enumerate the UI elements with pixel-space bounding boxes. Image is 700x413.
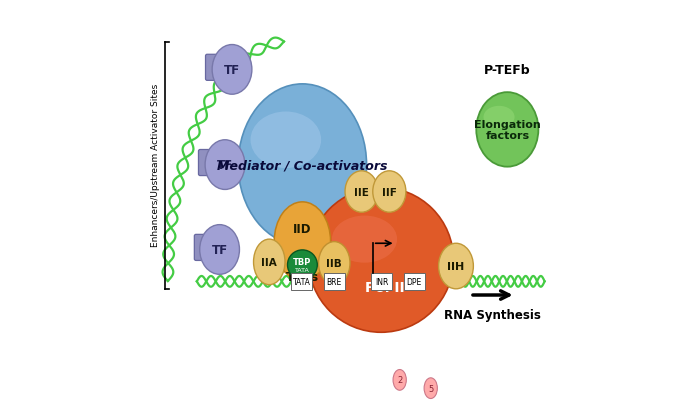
Text: P-TEFb: P-TEFb: [484, 64, 531, 77]
Ellipse shape: [332, 216, 397, 263]
Ellipse shape: [345, 171, 378, 213]
Ellipse shape: [373, 171, 406, 213]
Text: IIA: IIA: [261, 257, 277, 267]
Text: TF: TF: [224, 64, 240, 77]
Text: Enhancers/Upstream Activator Sites: Enhancers/Upstream Activator Sites: [151, 84, 160, 247]
Ellipse shape: [199, 225, 239, 275]
Ellipse shape: [212, 45, 252, 95]
Text: Pol II: Pol II: [365, 280, 405, 294]
FancyBboxPatch shape: [291, 273, 312, 290]
Text: IIF: IIF: [382, 187, 397, 197]
Ellipse shape: [238, 85, 367, 246]
Ellipse shape: [484, 107, 514, 129]
Text: 5: 5: [428, 384, 433, 393]
Text: IIE: IIE: [354, 187, 369, 197]
Ellipse shape: [205, 140, 245, 190]
FancyBboxPatch shape: [206, 55, 217, 81]
Text: TF: TF: [211, 243, 228, 256]
Ellipse shape: [439, 244, 473, 289]
Ellipse shape: [274, 202, 330, 281]
Ellipse shape: [318, 242, 350, 285]
Ellipse shape: [288, 250, 317, 280]
Text: IID: IID: [293, 223, 312, 236]
Text: IIB: IIB: [326, 259, 342, 268]
Text: BRE: BRE: [327, 277, 342, 286]
Ellipse shape: [251, 112, 321, 169]
Text: TATA: TATA: [295, 268, 310, 273]
Text: 2: 2: [397, 375, 402, 385]
Text: INR: INR: [374, 277, 388, 286]
Text: TBP: TBP: [293, 257, 312, 266]
Ellipse shape: [424, 378, 438, 399]
Ellipse shape: [253, 240, 285, 285]
Text: RNA Synthesis: RNA Synthesis: [444, 309, 541, 322]
Text: TATA: TATA: [293, 277, 311, 286]
Text: TAFs: TAFs: [286, 270, 319, 283]
Text: IIH: IIH: [447, 261, 465, 271]
Ellipse shape: [393, 370, 406, 390]
Text: TF: TF: [217, 159, 233, 172]
Text: Mediator / Co-activators: Mediator / Co-activators: [217, 159, 388, 172]
Text: DPE: DPE: [407, 277, 422, 286]
FancyBboxPatch shape: [195, 235, 206, 261]
FancyBboxPatch shape: [324, 273, 344, 290]
FancyBboxPatch shape: [371, 273, 392, 290]
Text: Elongation
factors: Elongation factors: [474, 119, 540, 141]
FancyBboxPatch shape: [404, 273, 424, 290]
Ellipse shape: [309, 188, 454, 332]
Ellipse shape: [476, 93, 538, 167]
FancyBboxPatch shape: [199, 150, 210, 176]
